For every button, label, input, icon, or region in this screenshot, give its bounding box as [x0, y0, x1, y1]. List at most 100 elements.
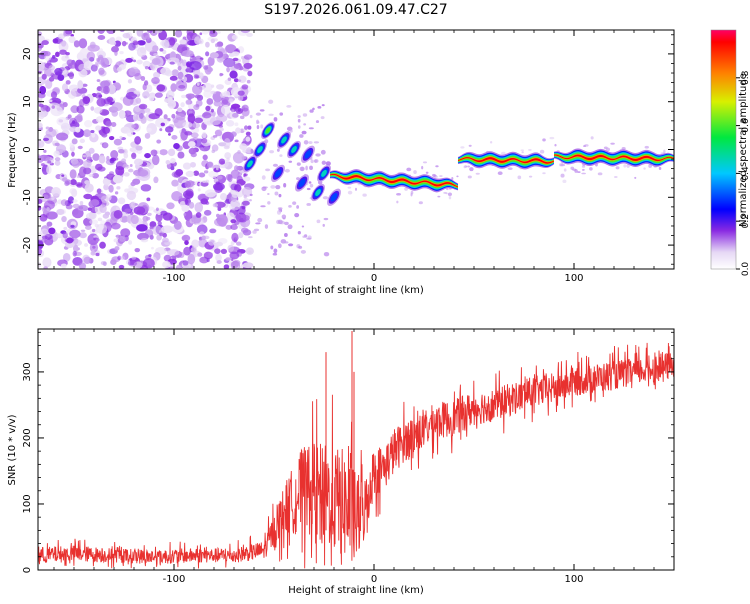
- noise-speckle: [243, 173, 248, 177]
- noise-speckle: [38, 122, 43, 129]
- noise-speckle: [215, 253, 222, 262]
- noise-speckle: [43, 200, 55, 210]
- noise-speckle: [322, 196, 329, 200]
- noise-speckle: [297, 231, 301, 235]
- noise-speckle: [216, 175, 223, 180]
- noise-speckle: [118, 110, 126, 119]
- colorbar-tick-label: 0.2: [741, 214, 750, 228]
- noise-speckle: [111, 45, 119, 53]
- noise-speckle: [228, 98, 234, 104]
- noise-speckle: [84, 183, 94, 193]
- noise-speckle: [162, 49, 167, 55]
- noise-speckle: [261, 186, 267, 192]
- noise-speckle: [62, 232, 68, 239]
- noise-speckle: [456, 175, 459, 178]
- noise-speckle: [56, 116, 69, 127]
- noise-speckle: [245, 136, 251, 142]
- noise-speckle: [151, 57, 161, 66]
- noise-speckle: [469, 167, 474, 172]
- spectrogram-x-axis-label: Height of straight line (km): [288, 285, 424, 296]
- noise-speckle: [413, 170, 417, 174]
- spectral-blob: [317, 164, 331, 183]
- noise-speckle: [95, 163, 103, 171]
- noise-speckle: [98, 48, 104, 54]
- noise-speckle: [46, 207, 50, 212]
- noise-speckle: [71, 151, 75, 157]
- noise-speckle: [77, 145, 83, 150]
- noise-speckle: [73, 244, 79, 253]
- noise-speckle: [165, 159, 171, 165]
- noise-speckle: [80, 229, 86, 233]
- noise-speckle: [66, 237, 74, 244]
- noise-speckle: [242, 149, 247, 153]
- noise-speckle: [230, 169, 240, 179]
- noise-speckle: [217, 207, 222, 211]
- noise-speckle: [184, 181, 192, 188]
- noise-speckle: [112, 80, 116, 84]
- noise-speckle: [62, 101, 68, 108]
- noise-speckle: [205, 51, 210, 57]
- noise-speckle: [467, 165, 470, 168]
- noise-speckle: [97, 35, 106, 41]
- noise-speckle: [605, 147, 611, 152]
- noise-speckle: [63, 226, 68, 231]
- noise-speckle: [167, 249, 180, 256]
- noise-speckle: [549, 136, 555, 140]
- noise-speckle: [597, 172, 603, 176]
- noise-speckle: [247, 70, 253, 77]
- blob-layer: [247, 160, 253, 168]
- noise-speckle: [110, 150, 119, 159]
- noise-speckle: [542, 172, 546, 175]
- noise-speckle: [432, 173, 436, 177]
- noise-speckle: [142, 83, 147, 91]
- noise-speckle: [663, 149, 666, 154]
- noise-speckle: [181, 128, 186, 134]
- noise-speckle: [219, 72, 223, 77]
- noise-speckle: [144, 132, 151, 139]
- noise-speckle: [309, 165, 313, 171]
- noise-speckle: [111, 102, 123, 112]
- noise-speckle: [301, 225, 305, 228]
- noise-speckle: [243, 54, 253, 60]
- noise-speckle: [203, 65, 209, 70]
- noise-speckle: [171, 179, 179, 187]
- noise-speckle: [205, 179, 210, 184]
- noise-speckle: [142, 60, 151, 68]
- noise-speckle: [305, 165, 308, 171]
- spectrogram-y-tick-label: -10: [22, 189, 33, 205]
- noise-speckle: [91, 172, 99, 179]
- noise-speckle: [153, 71, 161, 79]
- noise-speckle: [102, 126, 111, 134]
- snr-x-axis-label: Height of straight line (km): [288, 585, 424, 596]
- noise-speckle: [270, 245, 274, 250]
- noise-speckle: [103, 85, 110, 95]
- noise-speckle: [242, 229, 252, 236]
- noise-speckle: [275, 185, 281, 190]
- noise-speckle: [284, 232, 288, 238]
- noise-speckle: [178, 196, 183, 200]
- noise-speckle: [230, 260, 239, 269]
- noise-speckle: [120, 255, 126, 260]
- noise-speckle: [173, 142, 180, 150]
- tone-contour: [330, 173, 458, 188]
- noise-speckle: [245, 131, 251, 136]
- spectral-blob: [243, 155, 257, 173]
- snr-y-tick-label: 200: [22, 428, 33, 447]
- noise-speckle: [175, 80, 188, 92]
- noise-speckle: [615, 166, 620, 170]
- noise-speckle: [297, 115, 301, 118]
- noise-speckle: [38, 140, 45, 148]
- noise-speckle: [40, 163, 45, 167]
- noise-speckle: [129, 201, 136, 210]
- noise-speckle: [146, 197, 151, 202]
- noise-speckle: [39, 213, 48, 222]
- spectral-blob: [327, 188, 341, 206]
- noise-speckle: [136, 224, 148, 232]
- noise-speckle: [406, 167, 412, 172]
- noise-speckle: [250, 148, 254, 154]
- noise-speckle: [61, 174, 65, 177]
- noise-speckle: [577, 171, 581, 174]
- snr-y-tick-label: 100: [22, 494, 33, 513]
- tone-contour: [458, 157, 554, 164]
- noise-speckle: [126, 130, 134, 137]
